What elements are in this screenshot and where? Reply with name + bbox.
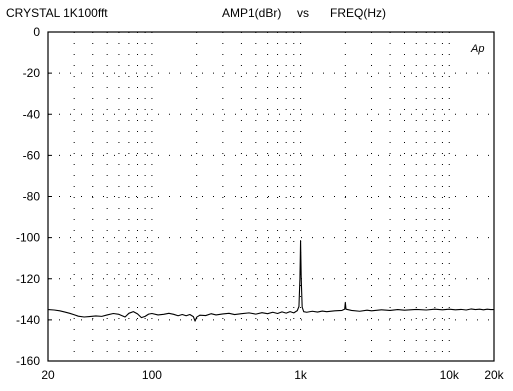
x-tick-label: 20k xyxy=(484,368,504,382)
y-tick-label: -40 xyxy=(23,107,41,121)
y-tick-label: -60 xyxy=(23,148,41,162)
series-layer xyxy=(47,240,494,322)
y-tick-label: -20 xyxy=(23,66,41,80)
y-tick-label: -80 xyxy=(23,190,41,204)
y-axis-quantity: AMP1(dBr) xyxy=(222,6,281,20)
x-tick-label: 1k xyxy=(294,368,308,382)
x-axis-quantity: FREQ(Hz) xyxy=(330,6,386,20)
y-tick-label: 0 xyxy=(33,25,40,39)
y-tick-label: -100 xyxy=(16,231,40,245)
x-tick-label: 20 xyxy=(41,368,55,382)
y-tick-label: -120 xyxy=(16,272,40,286)
chart-title: CRYSTAL 1K100fft xyxy=(6,6,108,20)
ap-logo: Ap xyxy=(470,43,484,55)
x-tick-labels: 20 100 1k 10k 20k xyxy=(41,368,504,382)
series-line xyxy=(47,240,494,322)
y-tick-label: -140 xyxy=(16,313,40,327)
x-tick-label: 10k xyxy=(440,368,460,382)
x-tick-label: 100 xyxy=(142,368,162,382)
plot-frame xyxy=(47,31,495,362)
y-tick-label: -160 xyxy=(16,354,40,368)
y-tick-labels: 0 -20 -40 -60 -80 -100 -120 -140 -160 xyxy=(16,25,52,368)
vs-label: vs xyxy=(297,6,309,20)
